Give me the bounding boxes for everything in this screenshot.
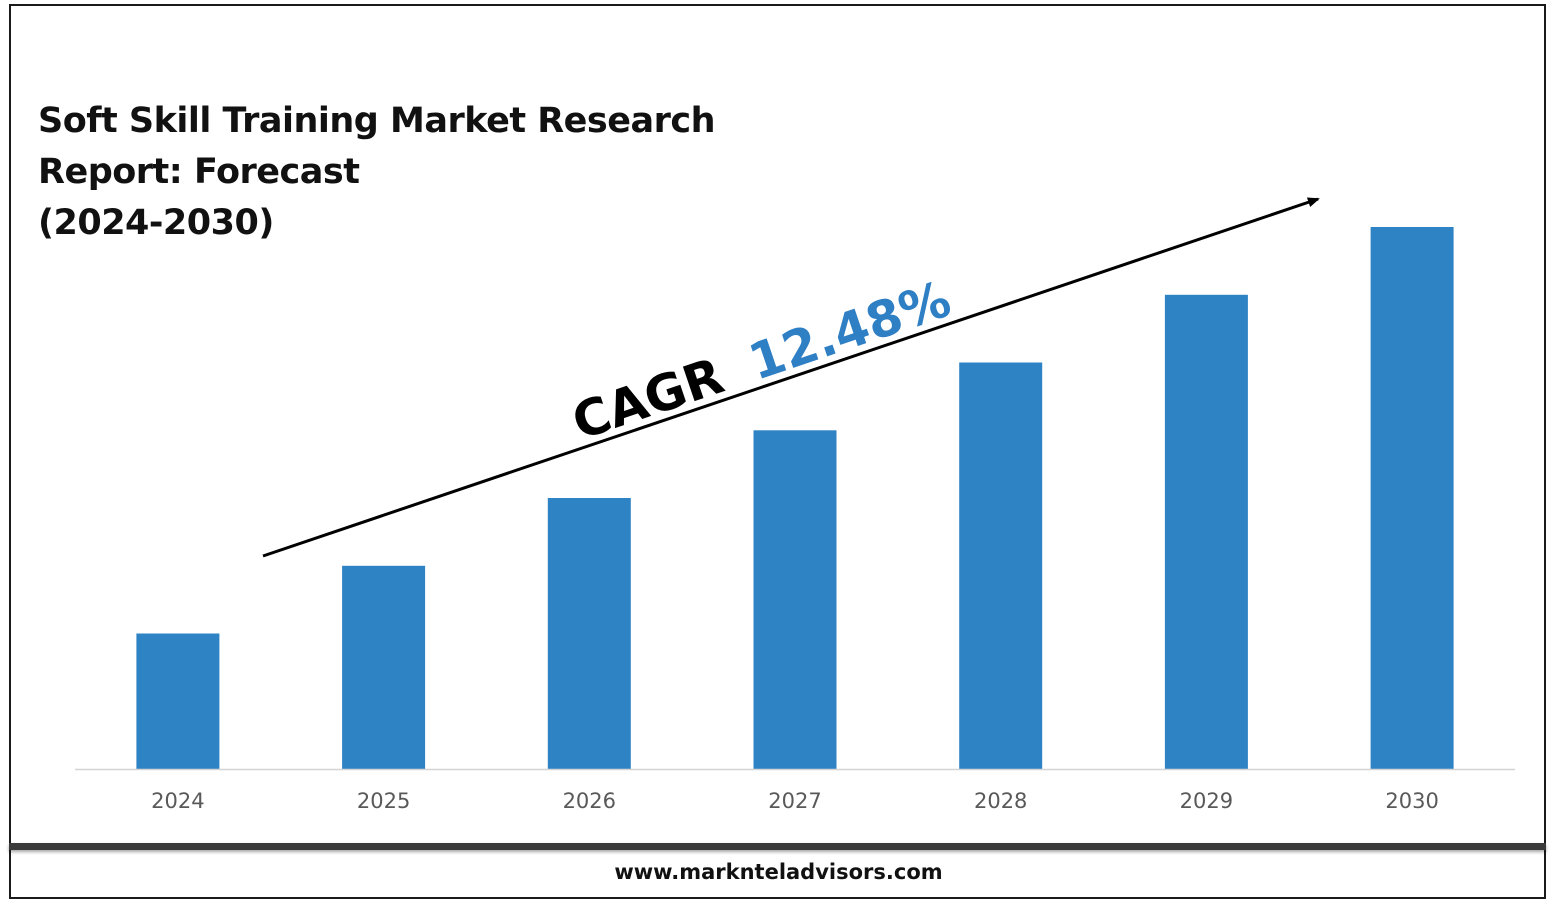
bar-2029 [1164,294,1248,770]
footer-divider [9,843,1546,850]
x-tick-label-2026: 2026 [563,789,616,813]
footer-website: www.marknteladvisors.com [614,860,943,884]
chart-title-line-1: Soft Skill Training Market Research [38,101,716,141]
bar-2027 [753,430,837,770]
trend-arrow [262,197,1320,558]
x-tick-label-2030: 2030 [1385,789,1438,813]
x-tick-label-2027: 2027 [768,789,821,813]
cagr-value: 12.48% [742,270,958,392]
bar-2030 [1370,227,1454,769]
chart-title: Soft Skill Training Market Research Repo… [38,96,716,249]
x-tick-label-2028: 2028 [974,789,1027,813]
bar-2025 [342,565,426,770]
x-tick-labels: 2024 2025 2026 2027 2028 2029 2030 [151,789,1439,813]
bar-series [136,227,1454,770]
bar-2026 [547,498,631,769]
chart-title-line-3: (2024-2030) [38,203,274,243]
x-tick-label-2024: 2024 [151,789,204,813]
bar-2024 [136,633,220,769]
cagr-label: CAGR [565,347,730,452]
cagr-annotation: CAGR 12.48% [565,270,957,451]
x-tick-label-2029: 2029 [1180,789,1233,813]
bar-2028 [959,362,1043,769]
x-tick-label-2025: 2025 [357,789,410,813]
chart-title-line-2: Report: Forecast [38,152,360,192]
